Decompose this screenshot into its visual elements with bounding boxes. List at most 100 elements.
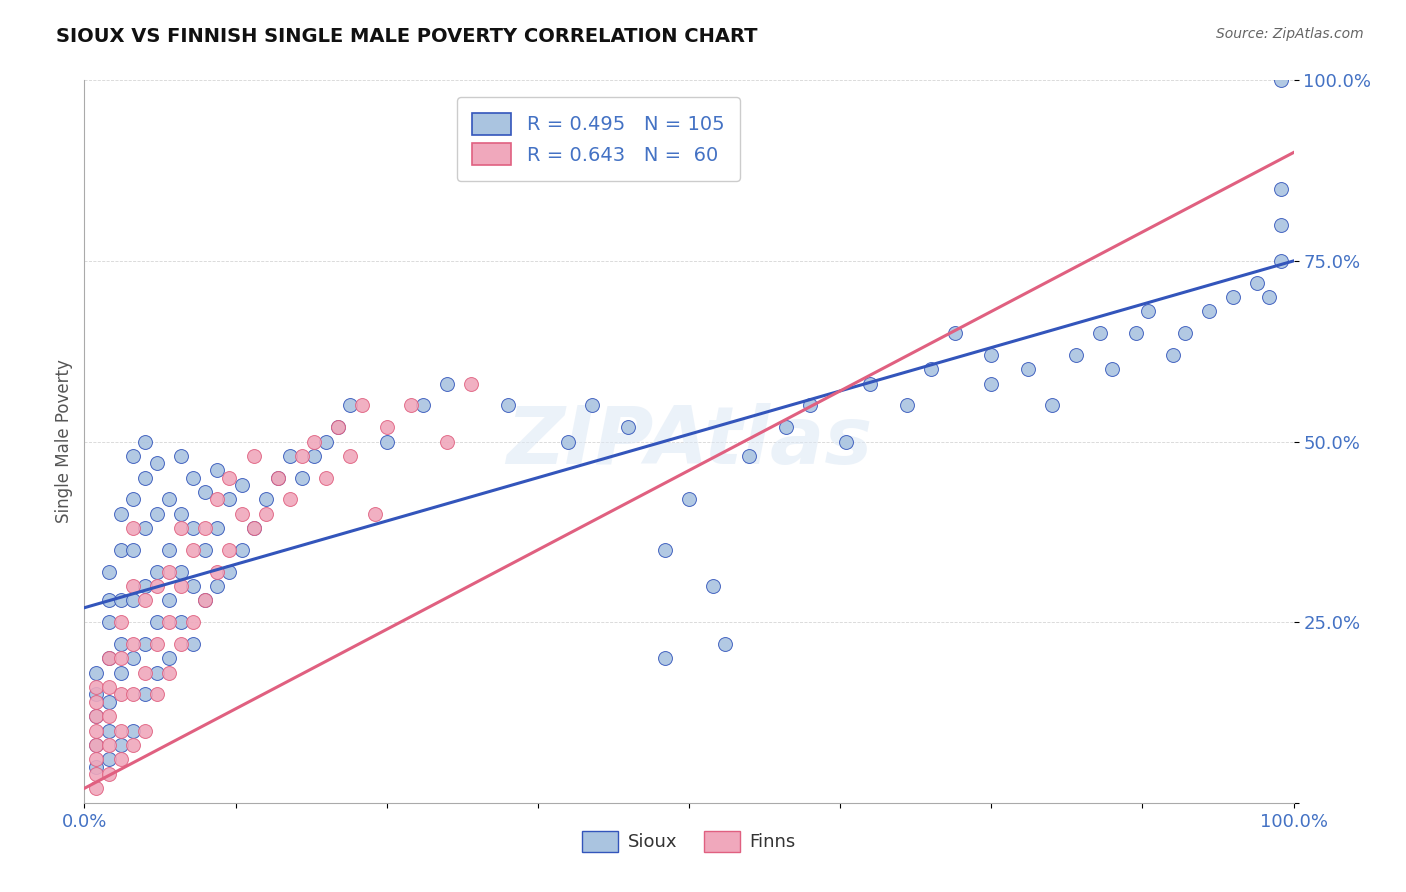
Point [97,593,120,607]
Point [460,376,482,391]
Point [110,637,132,651]
Point [267,470,290,484]
Point [352,398,374,412]
Point [121,542,143,557]
Point [110,507,132,521]
Point [86,781,108,796]
Point [97,565,120,579]
Point [980,376,1002,391]
Point [86,687,108,701]
Point [134,723,156,738]
Point [218,542,240,557]
Point [86,680,108,694]
Point [97,738,120,752]
Point [121,449,143,463]
Point [97,615,120,630]
Point [121,738,143,752]
Point [980,348,1002,362]
Point [157,615,180,630]
Text: ZIPAtlas: ZIPAtlas [506,402,872,481]
Point [194,485,217,500]
Point [181,615,204,630]
Point [231,542,253,557]
Point [110,615,132,630]
Point [557,434,579,449]
Point [194,521,217,535]
Point [134,593,156,607]
Point [134,470,156,484]
Point [146,687,169,701]
Point [207,521,229,535]
Point [97,752,120,766]
Point [714,637,737,651]
Point [97,723,120,738]
Point [146,456,169,470]
Point [654,651,676,665]
Point [157,651,180,665]
Point [146,637,169,651]
Point [218,470,240,484]
Point [1246,276,1268,290]
Point [134,579,156,593]
Point [86,709,108,723]
Point [1161,348,1184,362]
Point [799,398,821,412]
Point [97,651,120,665]
Point [86,738,108,752]
Point [436,434,458,449]
Point [157,542,180,557]
Point [134,637,156,651]
Y-axis label: Single Male Poverty: Single Male Poverty [55,359,73,524]
Point [436,376,458,391]
Point [835,434,858,449]
Point [496,398,519,412]
Point [170,521,193,535]
Point [157,565,180,579]
Point [702,579,724,593]
Point [146,665,169,680]
Point [121,579,143,593]
Point [121,651,143,665]
Point [738,449,761,463]
Point [121,687,143,701]
Point [121,723,143,738]
Point [134,434,156,449]
Point [278,492,301,507]
Point [328,420,350,434]
Point [291,449,314,463]
Point [328,420,350,434]
Point [121,521,143,535]
Point [1040,398,1063,412]
Point [678,492,700,507]
Point [218,565,240,579]
Point [1125,326,1147,340]
Point [207,565,229,579]
Point [1270,73,1292,87]
Point [110,752,132,766]
Point [231,507,253,521]
Point [157,665,180,680]
Point [157,492,180,507]
Point [896,398,918,412]
Point [231,478,253,492]
Point [170,579,193,593]
Point [315,470,337,484]
Point [121,492,143,507]
Point [110,687,132,701]
Point [302,434,325,449]
Point [146,615,169,630]
Point [181,637,204,651]
Point [86,760,108,774]
Point [207,463,229,477]
Point [291,470,314,484]
Point [97,695,120,709]
Point [134,665,156,680]
Point [97,709,120,723]
Point [218,492,240,507]
Point [146,565,169,579]
Point [97,680,120,694]
Point [97,651,120,665]
Point [375,420,398,434]
Point [97,767,120,781]
Point [581,398,603,412]
